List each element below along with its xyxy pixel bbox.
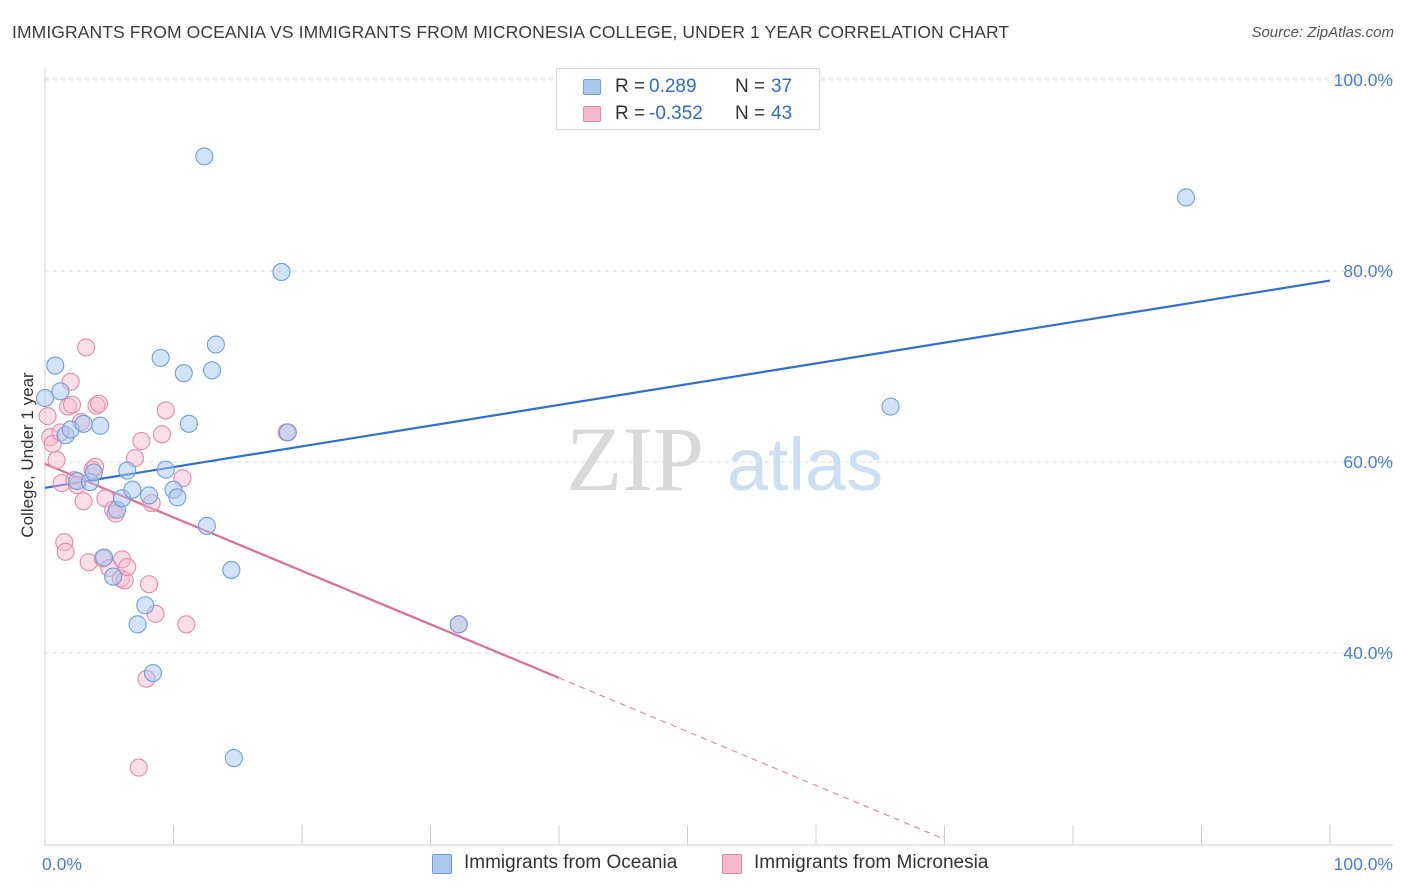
point-oceania xyxy=(151,348,170,367)
legend-label-oceania: Immigrants from Oceania xyxy=(464,852,678,873)
point-oceania xyxy=(95,548,114,567)
point-oceania xyxy=(91,416,110,435)
x-tick-label: 0.0% xyxy=(42,854,82,874)
legend-swatch-micronesia xyxy=(722,854,742,874)
point-micronesia xyxy=(118,557,137,577)
legend-swatch-oceania xyxy=(583,79,601,95)
point-micronesia xyxy=(89,394,109,413)
trend-line-micronesia-extension xyxy=(558,677,945,840)
axes-layer xyxy=(44,68,1393,846)
legend-r-label: R = xyxy=(615,76,646,97)
point-oceania xyxy=(104,567,123,586)
chart-title: IMMIGRANTS FROM OCEANIA VS IMMIGRANTS FR… xyxy=(12,22,1010,42)
point-micronesia xyxy=(129,758,148,777)
point-oceania xyxy=(143,664,162,683)
grid-layer xyxy=(45,77,1393,654)
point-oceania xyxy=(222,560,241,579)
point-oceania xyxy=(449,615,468,634)
legend-swatch-micronesia xyxy=(583,106,601,122)
point-oceania xyxy=(195,147,214,166)
point-oceania xyxy=(35,388,55,408)
y-tick-label: 100.0% xyxy=(1334,70,1393,90)
point-micronesia xyxy=(87,396,106,415)
legend-label-micronesia: Immigrants from Micronesia xyxy=(754,852,989,873)
legend-r-value: 0.289 xyxy=(649,76,697,97)
point-micronesia xyxy=(56,542,75,561)
point-oceania xyxy=(206,335,225,354)
x-tick-label: 100.0% xyxy=(1334,854,1393,874)
point-oceania xyxy=(168,488,187,507)
point-oceania xyxy=(74,414,93,433)
point-oceania xyxy=(84,463,103,482)
point-oceania xyxy=(128,615,147,634)
point-oceania xyxy=(272,262,291,282)
y-tick-label: 80.0% xyxy=(1343,261,1393,281)
point-oceania xyxy=(118,461,137,480)
watermark-zip: ZIP xyxy=(566,408,704,510)
watermark-atlas: atlas xyxy=(727,423,883,506)
point-oceania xyxy=(136,596,155,615)
axis-labels: 40.0% 60.0% 80.0% 100.0% 0.0% 100.0% College, … xyxy=(18,70,1393,874)
point-micronesia xyxy=(47,451,66,470)
point-oceania xyxy=(197,516,216,536)
point-oceania xyxy=(140,486,159,505)
point-oceania xyxy=(46,356,65,375)
point-oceania xyxy=(1177,188,1196,207)
y-axis-title: College, Under 1 year xyxy=(18,372,37,538)
point-micronesia xyxy=(132,431,151,451)
point-micronesia xyxy=(77,338,96,357)
point-micronesia xyxy=(74,492,93,511)
point-micronesia xyxy=(38,407,57,426)
y-tick-label: 60.0% xyxy=(1343,452,1393,472)
point-oceania xyxy=(224,748,243,768)
legend-r-label: R = xyxy=(615,103,646,124)
point-micronesia xyxy=(62,395,82,414)
legend-n-value: 43 xyxy=(771,103,793,124)
data-points xyxy=(35,147,1196,777)
point-oceania xyxy=(203,361,222,380)
point-micronesia xyxy=(55,533,74,552)
y-tick-label: 40.0% xyxy=(1343,643,1393,663)
point-micronesia xyxy=(140,575,159,594)
point-micronesia xyxy=(177,615,196,634)
trend-line-oceania xyxy=(44,279,1331,489)
legend-n-label: N = xyxy=(735,76,766,97)
legend-swatch-oceania xyxy=(432,854,452,874)
watermark: ZIP atlas xyxy=(566,408,883,510)
point-oceania xyxy=(278,423,297,442)
point-oceania xyxy=(174,364,193,383)
point-oceania xyxy=(51,382,70,401)
point-oceania xyxy=(881,397,900,416)
point-oceania xyxy=(123,480,142,499)
correlation-legend: R = 0.289 N = 37 R = -0.352 N = 43 xyxy=(556,68,820,130)
point-micronesia xyxy=(156,401,175,420)
legend-n-value: 37 xyxy=(771,76,793,97)
legend-n-label: N = xyxy=(735,103,766,124)
point-oceania xyxy=(156,460,175,479)
legend-r-value: -0.352 xyxy=(649,103,703,124)
source-credit: Source: ZipAtlas.com xyxy=(1251,24,1394,41)
point-micronesia xyxy=(152,425,171,444)
point-oceania xyxy=(179,414,198,433)
